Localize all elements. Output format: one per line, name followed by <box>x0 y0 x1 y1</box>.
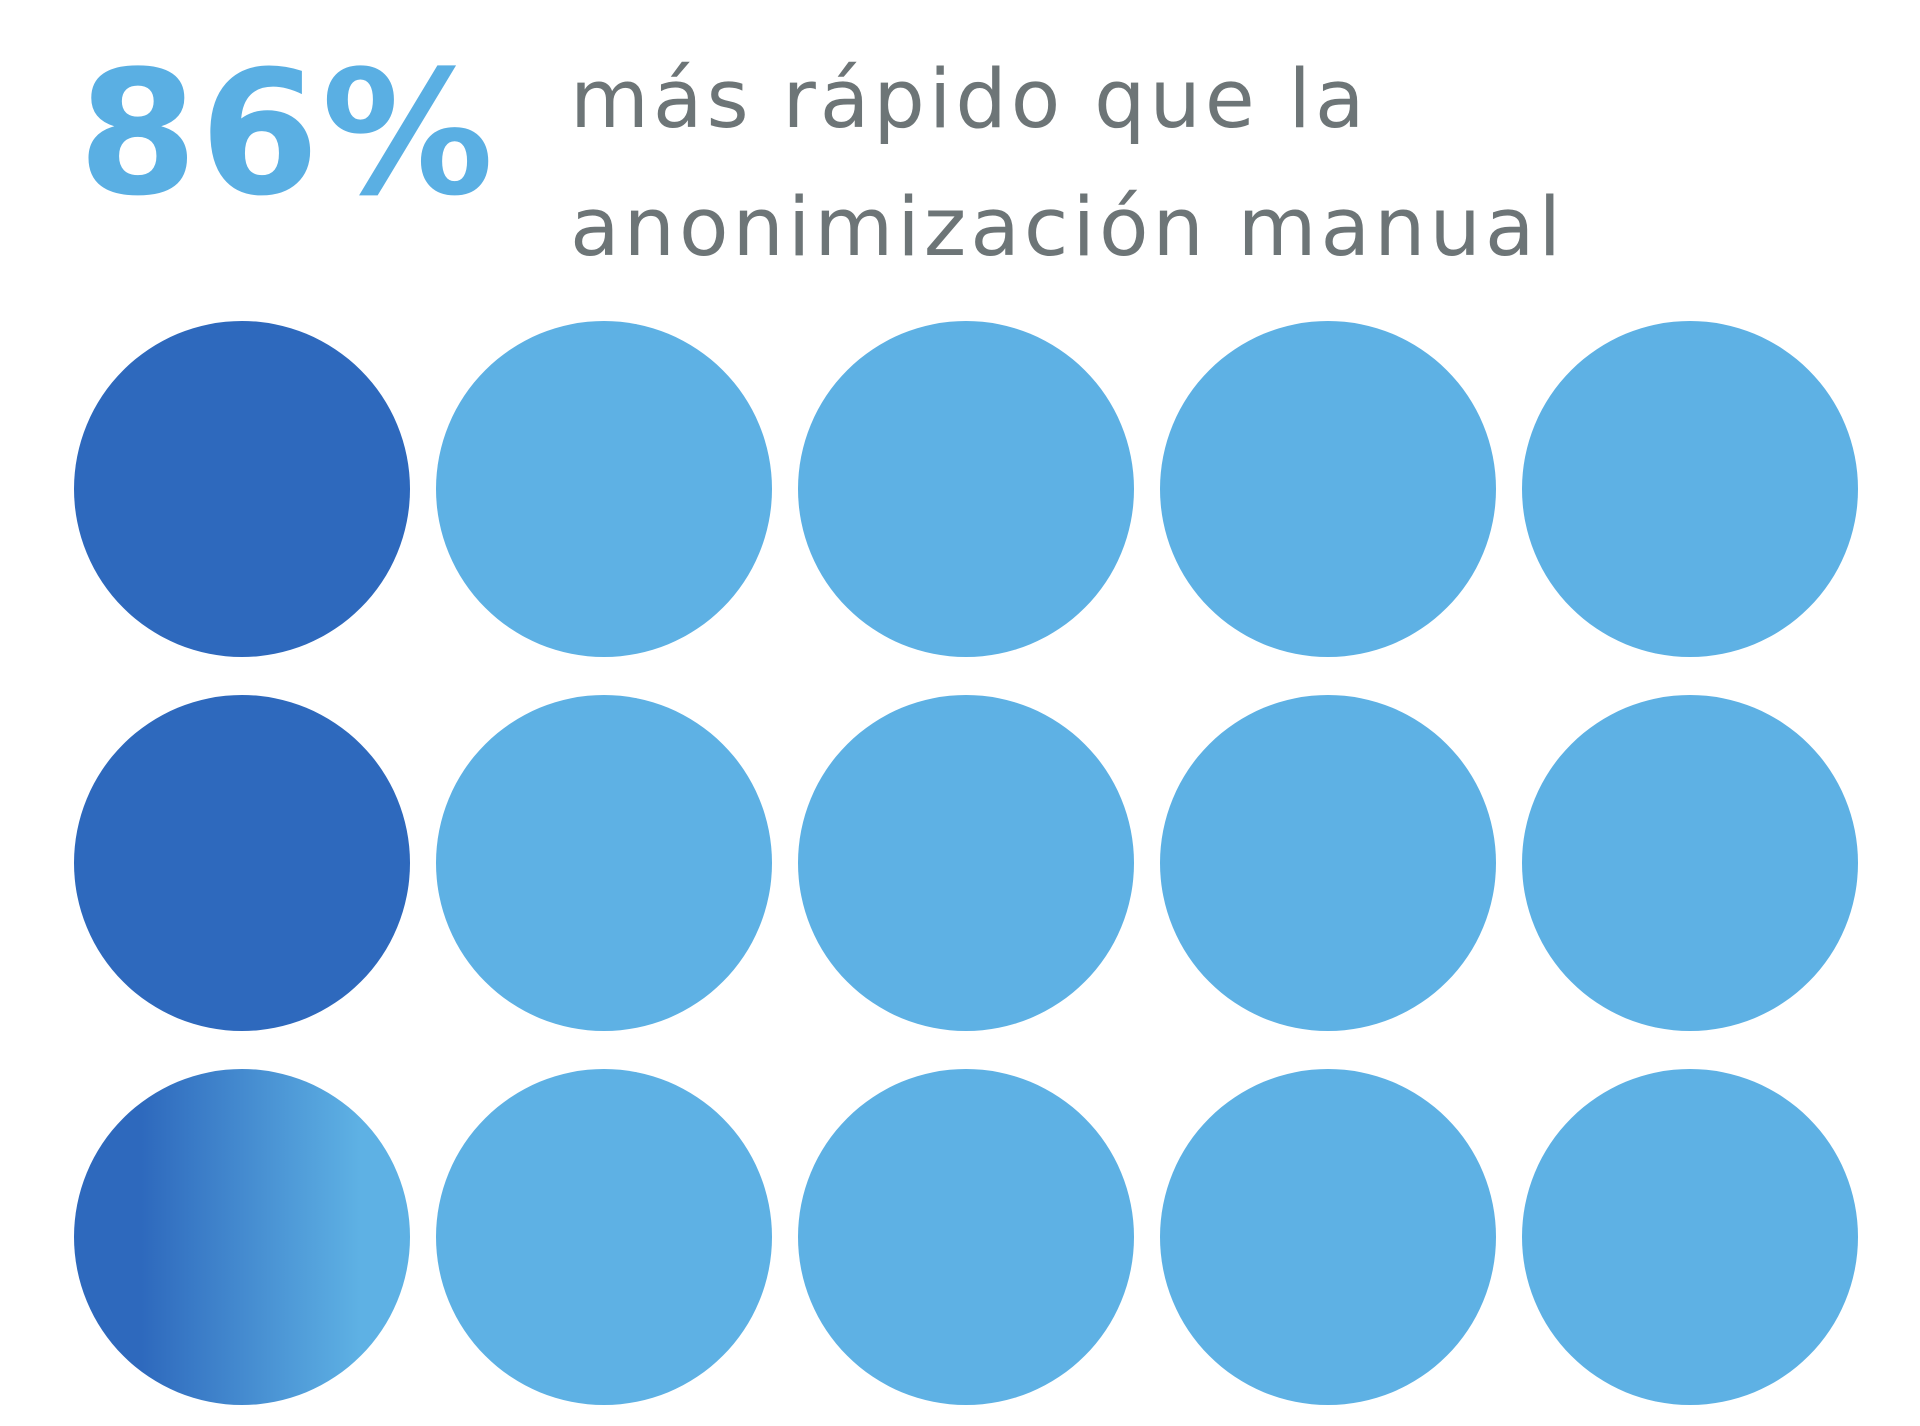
waffle-dot-empty <box>1160 321 1496 657</box>
waffle-dot-empty <box>1160 695 1496 1031</box>
waffle-dot-empty <box>1522 1069 1858 1405</box>
waffle-dot-empty <box>436 695 772 1031</box>
waffle-dot-partial <box>74 1069 410 1405</box>
waffle-dot-empty <box>1522 695 1858 1031</box>
waffle-dot-empty <box>436 321 772 657</box>
waffle-dot-empty <box>1522 321 1858 657</box>
waffle-dot-filled <box>74 695 410 1031</box>
waffle-dot-empty <box>436 1069 772 1405</box>
waffle-dot-empty <box>1160 1069 1496 1405</box>
waffle-dot-filled <box>74 321 410 657</box>
waffle-dot-empty <box>798 321 1134 657</box>
headline-caption: más rápido que la anonimización manual <box>570 53 1565 275</box>
headline-percentage: 86% <box>78 33 496 234</box>
waffle-dot-empty <box>798 695 1134 1031</box>
waffle-dot-empty <box>798 1069 1134 1405</box>
